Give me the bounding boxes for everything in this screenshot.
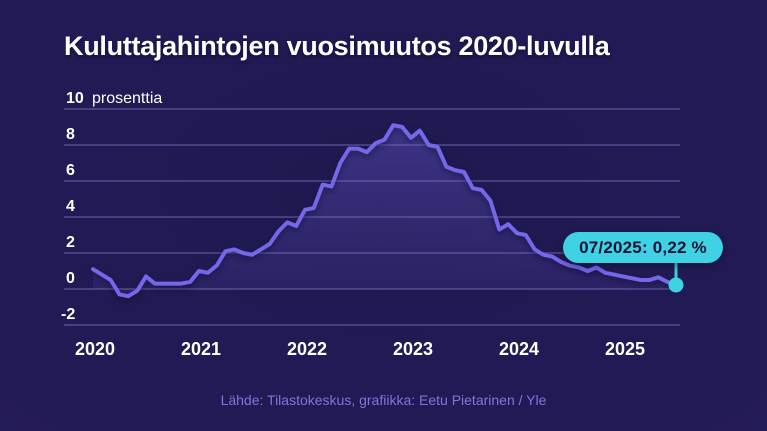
y-tick-label: -2 <box>61 306 75 323</box>
annotation-dot <box>668 277 684 293</box>
y-tick-label: 10 <box>66 90 84 107</box>
chart-title: Kuluttajahintojen vuosimuutos 2020-luvul… <box>64 31 610 61</box>
annotation-label: 07/2025: 0,22 % <box>579 237 707 257</box>
x-tick-label: 2024 <box>499 339 539 359</box>
annotation-pill: 07/2025: 0,22 % <box>563 232 723 264</box>
source-credit: Lähde: Tilastokeskus, grafiikka: Eetu Pi… <box>220 392 547 408</box>
x-tick-label: 2023 <box>393 339 433 359</box>
y-tick-label: 8 <box>66 126 75 143</box>
y-tick-label: 4 <box>66 198 75 215</box>
x-tick-label: 2020 <box>75 339 115 359</box>
y-tick-label: 2 <box>66 234 75 251</box>
x-tick-label: 2021 <box>181 339 221 359</box>
x-tick-label: 2025 <box>605 339 645 359</box>
y-tick-label: 6 <box>66 162 75 179</box>
area-fill <box>93 125 676 297</box>
y-axis-unit-label: prosenttia <box>92 90 162 107</box>
y-tick-label: 0 <box>66 270 75 287</box>
x-tick-label: 2022 <box>287 339 327 359</box>
data-line <box>91 123 678 299</box>
